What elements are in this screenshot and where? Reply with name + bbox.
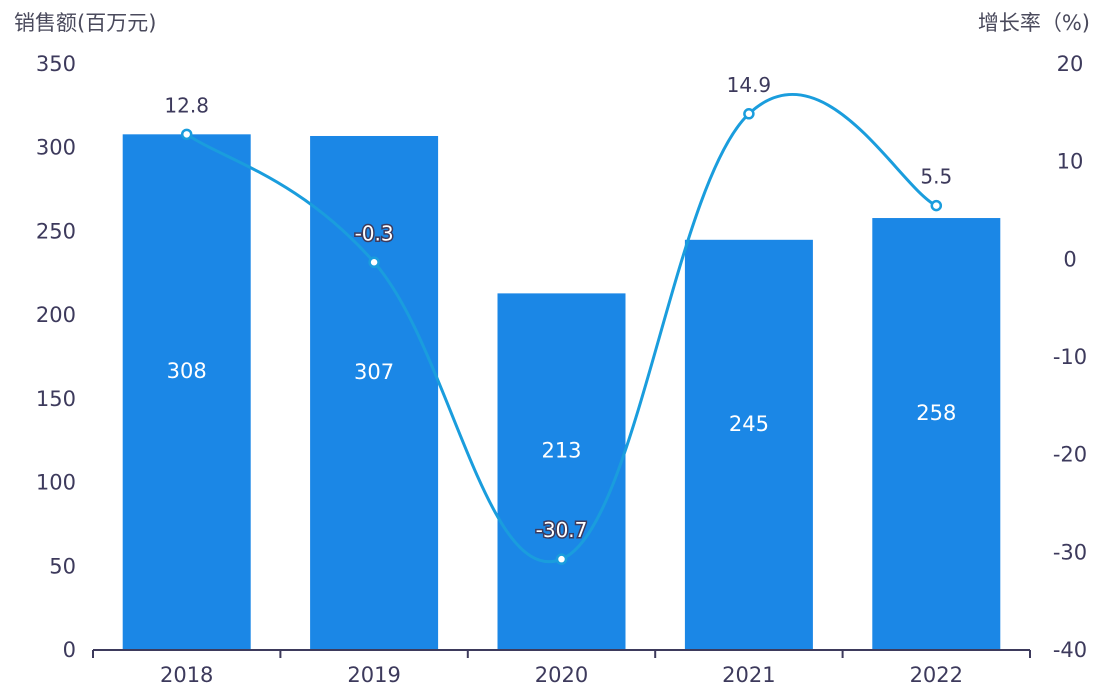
growth-rate-line [185, 93, 937, 564]
ticks-layer: 2018 2019 2020 2021 202205010015020025030035… [36, 52, 1087, 687]
right-y-tick-label: 20 [1057, 52, 1084, 76]
bar-value-label: 307 [354, 360, 394, 384]
bar-value-label: 308 [167, 359, 207, 383]
left-y-tick-label: 150 [36, 387, 76, 411]
growth-value-label: -0.3 [355, 221, 394, 245]
x-tick-label: 2022 [910, 663, 963, 687]
bar-2022 [872, 218, 1001, 650]
right-y-tick-label: -20 [1053, 443, 1087, 467]
growth-value-label: -30.7 [536, 518, 588, 542]
bar-2018 [122, 134, 251, 650]
growth-point-2021 [743, 108, 755, 120]
left-y-tick-label: 250 [36, 219, 76, 243]
right-y-tick-label: 10 [1057, 150, 1084, 174]
x-tick-label: 2020 [535, 663, 588, 687]
bar-value-label: 258 [916, 401, 956, 425]
right-y-tick-label: 0 [1063, 247, 1076, 271]
growth-point-2020 [555, 553, 568, 565]
right-y-tick-label: -40 [1053, 638, 1087, 662]
bars-layer [122, 134, 1001, 651]
right-axis-title: 增长率（%) [978, 11, 1090, 35]
bar-2021 [684, 239, 813, 651]
bar-2020 [497, 293, 626, 650]
left-y-tick-label: 200 [36, 303, 76, 327]
line-layer [180, 93, 943, 565]
growth-value-label: 14.9 [727, 73, 772, 97]
x-tick-label: 2021 [722, 663, 775, 687]
growth-point-2018 [180, 128, 193, 141]
growth-point-2019 [368, 256, 380, 269]
left-y-tick-label: 100 [36, 471, 76, 495]
left-y-tick-label: 50 [49, 554, 76, 578]
left-y-tick-label: 300 [36, 136, 76, 160]
growth-point-2022 [930, 199, 943, 212]
growth-value-label: 5.5 [920, 165, 952, 189]
x-tick-label: 2018 [160, 663, 213, 687]
growth-value-label: 12.8 [164, 93, 209, 117]
left-y-tick-label: 350 [36, 52, 76, 76]
left-axis-title: 销售额(百万元) [14, 11, 156, 35]
labels-layer: 308 307 213 245 258 12.8 -0.3 -30.7 14.9 5.5 [164, 73, 956, 544]
bar-2019 [310, 135, 439, 651]
bar-value-label: 213 [541, 439, 581, 463]
right-y-tick-label: -30 [1053, 540, 1087, 564]
bar-value-label: 245 [729, 412, 769, 436]
left-y-tick-label: 0 [63, 638, 76, 662]
x-tick-label: 2019 [347, 663, 400, 687]
right-y-tick-label: -10 [1053, 345, 1087, 369]
